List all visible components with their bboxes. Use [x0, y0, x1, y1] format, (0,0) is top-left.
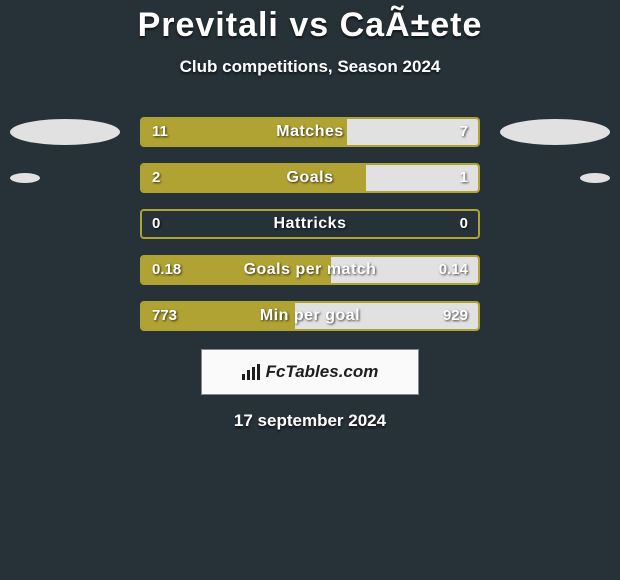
stat-row: Min per goal773 929	[0, 301, 620, 331]
left-ellipse	[10, 119, 120, 145]
stat-value-left: 2	[152, 165, 160, 191]
stat-bar: Hattricks0 0	[140, 209, 480, 239]
right-ellipse	[500, 119, 610, 145]
stat-row: Goals2 1	[0, 163, 620, 193]
page-title: Previtali vs CaÃ±ete	[0, 6, 620, 45]
stat-bar: Goals per match0.18 0.14	[140, 255, 480, 285]
comparison-chart: Matches11 7 Goals2 1 Hattricks0 0 Goals per ma…	[0, 117, 620, 331]
stat-bar: Goals2 1	[140, 163, 480, 193]
brand-text: FcTables.com	[266, 362, 379, 382]
stat-value-right: 0	[460, 211, 468, 237]
stat-label: Hattricks	[142, 211, 478, 237]
stat-value-left: 0	[152, 211, 160, 237]
stat-row: Goals per match0.18 0.14	[0, 255, 620, 285]
stat-label: Min per goal	[142, 303, 478, 329]
stat-label: Matches	[142, 119, 478, 145]
stat-value-left: 0.18	[152, 257, 181, 283]
stat-label: Goals	[142, 165, 478, 191]
stat-bar: Min per goal773 929	[140, 301, 480, 331]
right-ellipse	[580, 173, 610, 183]
stat-value-right: 7	[460, 119, 468, 145]
stat-row: Matches11 7	[0, 117, 620, 147]
bar-chart-icon	[242, 364, 262, 380]
comparison-card: Previtali vs CaÃ±ete Club competitions, …	[0, 6, 620, 431]
stat-bar: Matches11 7	[140, 117, 480, 147]
stat-value-right: 0.14	[439, 257, 468, 283]
stat-value-left: 773	[152, 303, 177, 329]
stat-value-right: 1	[460, 165, 468, 191]
date-label: 17 september 2024	[0, 411, 620, 431]
stat-row: Hattricks0 0	[0, 209, 620, 239]
stat-value-left: 11	[152, 119, 168, 145]
stat-value-right: 929	[443, 303, 468, 329]
stat-label: Goals per match	[142, 257, 478, 283]
brand-label: FcTables.com	[242, 362, 379, 382]
brand-box: FcTables.com	[201, 349, 419, 395]
page-subtitle: Club competitions, Season 2024	[0, 57, 620, 77]
left-ellipse	[10, 173, 40, 183]
